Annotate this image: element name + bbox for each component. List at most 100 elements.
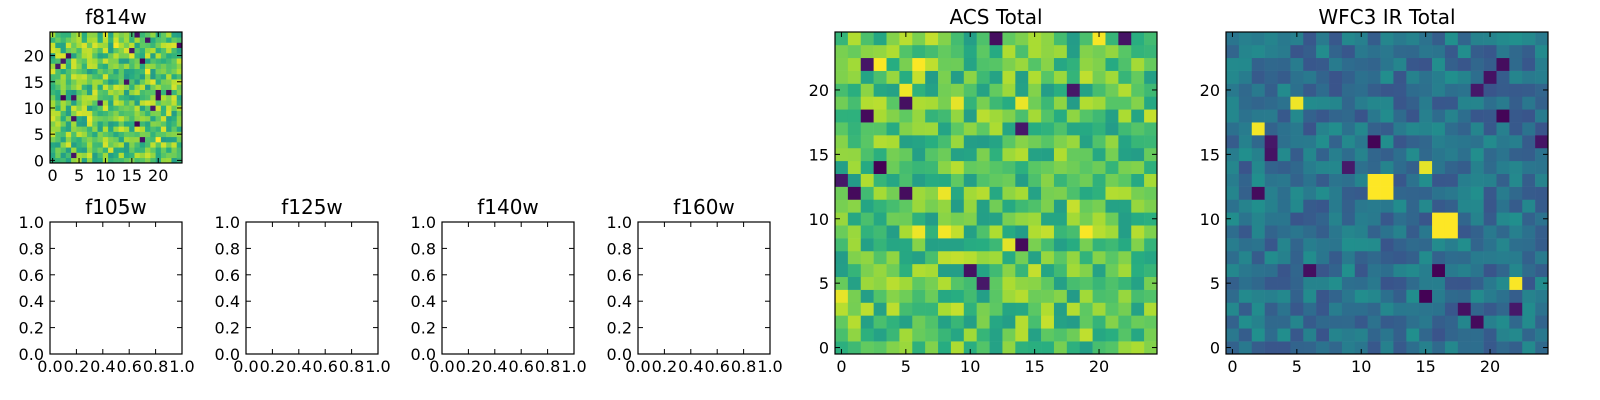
heatmap-cell xyxy=(1028,186,1042,200)
heatmap-cell xyxy=(1015,135,1029,149)
heatmap-cell xyxy=(860,341,874,355)
heatmap-cell xyxy=(166,42,172,49)
heatmap-cell xyxy=(139,131,146,138)
heatmap-cell xyxy=(1053,315,1068,329)
heatmap-cell xyxy=(1264,57,1278,71)
heatmap-cell xyxy=(123,42,130,49)
heatmap-cell xyxy=(129,63,135,69)
heatmap-cell xyxy=(950,57,965,71)
heatmap-cell xyxy=(1303,96,1317,110)
heatmap-cell xyxy=(899,328,913,342)
x-tick-label: 10 xyxy=(95,166,115,185)
heatmap-cell xyxy=(938,122,952,136)
heatmap-cell xyxy=(925,83,939,97)
heatmap-cell xyxy=(139,58,146,64)
heatmap-cell xyxy=(1496,341,1510,355)
heatmap-cell xyxy=(102,42,109,49)
heatmap-cell xyxy=(925,147,939,162)
heatmap-cell xyxy=(1277,238,1291,252)
heatmap-cell xyxy=(1432,289,1446,303)
heatmap-cell xyxy=(1367,57,1381,71)
heatmap-cell xyxy=(1535,147,1549,162)
heatmap-cell xyxy=(925,250,939,265)
heatmap-cell xyxy=(129,73,135,80)
heatmap-cell xyxy=(1419,44,1433,59)
heatmap-cell xyxy=(123,121,130,127)
heatmap-cell xyxy=(1066,186,1081,200)
heatmap-cell xyxy=(1432,276,1446,290)
heatmap-cell xyxy=(76,105,82,111)
y-tick-label: 0.2 xyxy=(411,319,436,338)
heatmap-cell xyxy=(1041,135,1055,149)
heatmap-cell xyxy=(1041,250,1055,265)
heatmap-cell xyxy=(160,52,167,59)
heatmap-cell xyxy=(1483,186,1497,200)
heatmap-cell xyxy=(1406,315,1420,329)
heatmap-cell xyxy=(60,32,67,38)
heatmap-cell xyxy=(1053,44,1068,59)
heatmap-cell xyxy=(886,302,900,316)
heatmap-cell xyxy=(1277,147,1291,162)
heatmap-cell xyxy=(1341,32,1356,46)
heatmap-cell xyxy=(1251,315,1265,329)
heatmap-cell xyxy=(60,58,67,64)
x-tick-label: 5 xyxy=(74,166,84,185)
heatmap-cell xyxy=(1131,109,1145,123)
heatmap-cell xyxy=(55,42,61,49)
heatmap-cell xyxy=(155,42,162,49)
heatmap-cell xyxy=(1522,109,1536,123)
heatmap-cell xyxy=(108,142,114,148)
heatmap-cell xyxy=(1444,341,1459,355)
heatmap-cell xyxy=(134,147,141,153)
heatmap-cell xyxy=(938,44,952,59)
axes-background xyxy=(246,222,378,354)
heatmap-cell xyxy=(1053,147,1068,162)
heatmap-cell xyxy=(108,42,114,49)
heatmap-cell xyxy=(92,84,98,90)
heatmap-cell xyxy=(1144,199,1158,213)
heatmap-cell xyxy=(1015,173,1029,187)
heatmap-cell xyxy=(1105,135,1119,149)
heatmap-cell xyxy=(1496,186,1510,200)
heatmap-cell xyxy=(1264,302,1278,316)
heatmap-cell xyxy=(1341,109,1356,123)
heatmap-cell xyxy=(1144,109,1158,123)
heatmap-cell xyxy=(155,58,162,64)
heatmap-cell xyxy=(847,250,862,265)
heatmap-cell xyxy=(65,32,72,38)
heatmap-cell xyxy=(886,135,900,149)
heatmap-cell xyxy=(1053,328,1068,342)
heatmap-cell xyxy=(81,115,88,122)
heatmap-cell xyxy=(1226,186,1240,200)
heatmap-cell xyxy=(1509,147,1523,162)
heatmap-cell xyxy=(1264,173,1278,187)
heatmap-cell xyxy=(118,32,125,38)
heatmap-cell xyxy=(1053,83,1068,97)
heatmap-cell xyxy=(950,122,965,136)
heatmap-cell xyxy=(1470,302,1484,316)
heatmap-cell xyxy=(1079,250,1093,265)
heatmap-cell xyxy=(102,147,109,153)
heatmap-cell xyxy=(76,131,82,138)
heatmap-cell xyxy=(899,57,913,71)
heatmap-cell xyxy=(1367,122,1381,136)
heatmap-cell xyxy=(1496,173,1510,187)
heatmap-cell xyxy=(1509,276,1523,290)
y-tick-label: 0.2 xyxy=(19,319,44,338)
heatmap-cell xyxy=(899,96,913,110)
heatmap-cell xyxy=(97,73,104,80)
heatmap-cell xyxy=(886,315,900,329)
heatmap-cell xyxy=(1028,96,1042,110)
x-tick-label: 1.0 xyxy=(757,357,782,376)
heatmap-cell xyxy=(912,289,926,303)
heatmap-cell xyxy=(1066,212,1081,226)
heatmap-cell xyxy=(1251,263,1265,278)
heatmap-cell xyxy=(166,121,172,127)
heatmap-cell xyxy=(1354,302,1368,316)
heatmap-cell xyxy=(835,160,849,174)
heatmap-cell xyxy=(145,32,151,38)
heatmap-cell xyxy=(1028,44,1042,59)
heatmap-cell xyxy=(118,37,125,43)
heatmap-cell xyxy=(81,73,88,80)
